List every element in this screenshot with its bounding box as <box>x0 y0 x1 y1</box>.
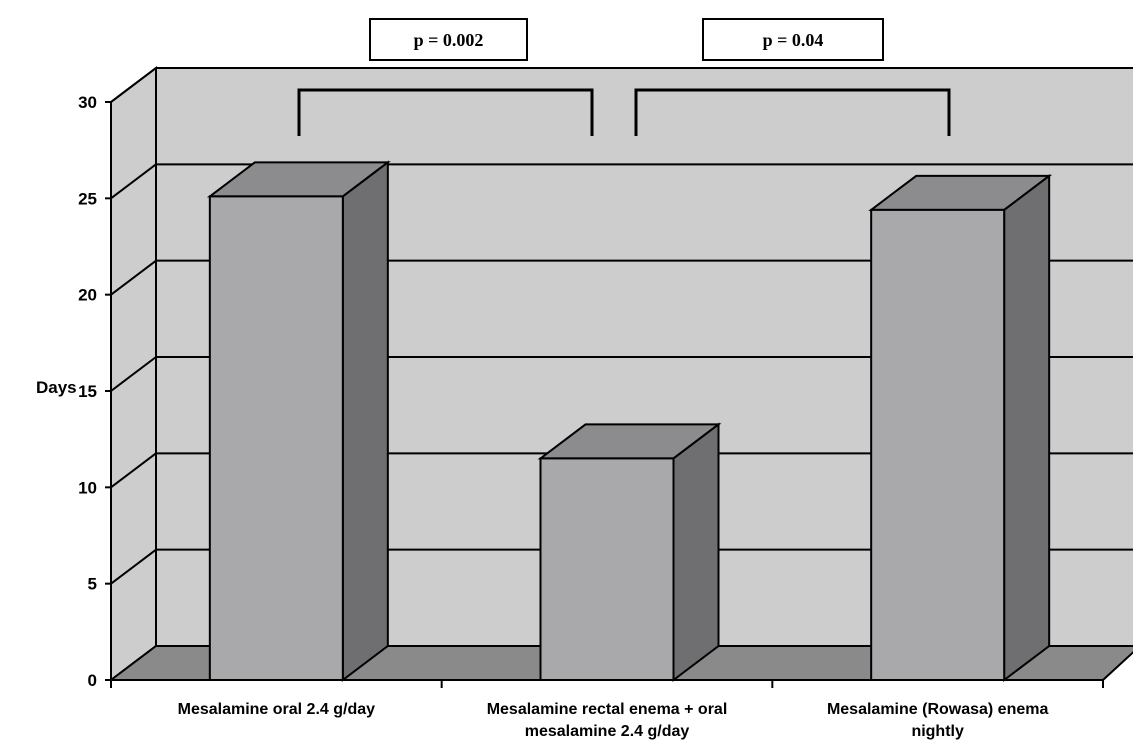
y-tick-label: 25 <box>78 189 97 208</box>
y-axis-label: Days <box>36 378 77 397</box>
gridline-side <box>110 452 157 489</box>
gridline-side <box>110 67 157 103</box>
y-tick-label: 20 <box>78 286 97 305</box>
gridline-side <box>110 259 157 296</box>
bar-front <box>539 457 675 681</box>
x-tick-label: Mesalamine oral 2.4 g/day <box>178 701 376 718</box>
x-tick-label: Mesalamine (Rowasa) enema nightly <box>827 701 1049 740</box>
bar-front <box>870 208 1006 681</box>
y-tick-label: 5 <box>88 575 97 594</box>
bars <box>206 160 1053 683</box>
y-tick-label: 30 <box>78 93 97 112</box>
significance-bracket <box>634 88 951 136</box>
bar-front <box>208 195 344 681</box>
y-tick-label: 10 <box>78 478 97 497</box>
gridline-side <box>110 548 157 585</box>
significance-bracket <box>297 88 594 136</box>
y-tick-label: 15 <box>78 382 97 401</box>
p-value-label: p = 0.04 <box>763 30 824 50</box>
bar-side <box>1003 173 1051 683</box>
bar-side <box>672 422 720 683</box>
gridline-side <box>110 163 157 200</box>
bar <box>537 422 722 683</box>
bar <box>868 173 1053 683</box>
gridline-side <box>110 356 157 392</box>
x-tick-label: Mesalamine rectal enema + oral mesalamine… <box>487 701 728 740</box>
p-value-box <box>702 18 884 61</box>
p-value-label: p = 0.002 <box>414 30 484 50</box>
bar-side <box>341 160 389 683</box>
y-tick-label: 0 <box>88 671 97 690</box>
significance-brackets <box>297 18 951 136</box>
p-value-box <box>369 18 528 61</box>
labels: 0 5 10 15 20 25 30 Mesalamine oral 2.4 g/day Mes… <box>78 30 1048 740</box>
bar <box>206 160 391 683</box>
